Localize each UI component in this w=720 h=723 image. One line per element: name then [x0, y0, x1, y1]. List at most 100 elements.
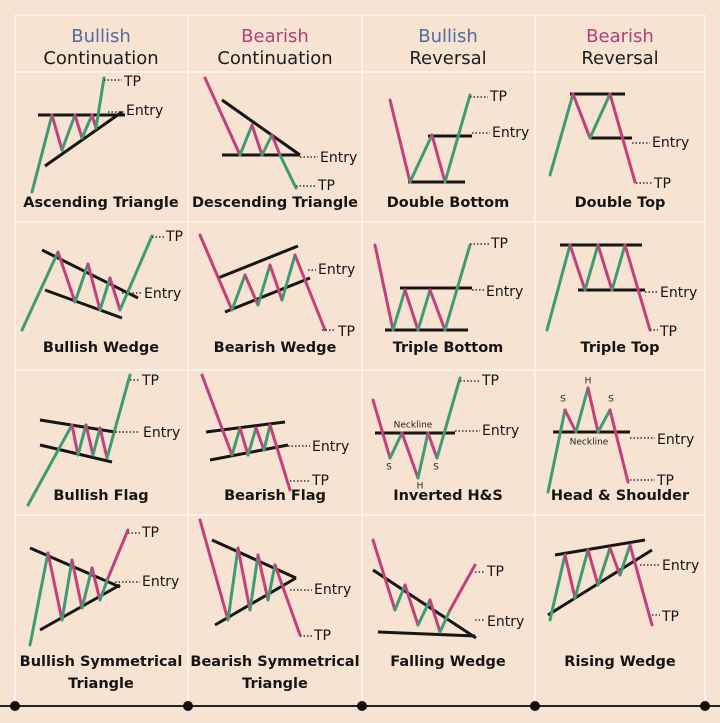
- price-segment: [230, 273, 247, 312]
- pattern-label: H: [585, 377, 592, 387]
- pattern-label: TP: [141, 373, 159, 389]
- pattern-label: Entry: [657, 432, 694, 448]
- price-segment: [628, 543, 654, 627]
- price-segment: [388, 98, 412, 184]
- level-line: [39, 443, 113, 464]
- price-segment: [273, 563, 302, 637]
- price-segment: [198, 518, 230, 622]
- pattern-name: Bullish Wedge: [43, 340, 159, 356]
- pattern-label: TP: [659, 324, 677, 340]
- price-segment: [20, 250, 60, 332]
- pattern-label: S: [433, 463, 439, 473]
- price-segment: [443, 243, 472, 332]
- header-kind: Bearish: [241, 26, 309, 47]
- pattern-name: Rising Wedge: [564, 654, 676, 670]
- price-segment: [371, 398, 392, 460]
- price-segment: [280, 253, 297, 302]
- level-line: [39, 583, 121, 632]
- price-segment: [548, 553, 567, 622]
- price-segment: [546, 408, 567, 494]
- price-segment: [416, 431, 430, 480]
- price-segment: [586, 548, 600, 587]
- pattern-name: Triangle: [68, 676, 134, 692]
- pattern-label: Entry: [312, 439, 349, 455]
- price-segment: [568, 243, 587, 292]
- pattern-label: Entry: [318, 262, 355, 278]
- price-segment: [571, 92, 592, 140]
- pattern-label: Neckline: [394, 421, 433, 431]
- price-segment: [268, 263, 284, 302]
- pattern-name: Bullish Symmetrical: [20, 654, 183, 670]
- pattern-label: TP: [123, 74, 141, 90]
- price-segment: [260, 133, 274, 157]
- price-segment: [243, 273, 260, 307]
- price-segment: [443, 93, 472, 184]
- pattern-label: TP: [165, 229, 183, 245]
- price-segment: [84, 423, 95, 457]
- price-segment: [118, 234, 154, 312]
- pattern-label: Entry: [144, 286, 181, 302]
- header-title: Reversal: [581, 48, 658, 69]
- price-segment: [56, 250, 77, 304]
- price-segment: [448, 563, 477, 612]
- pattern-label: Entry: [142, 574, 179, 590]
- price-segment: [226, 546, 240, 622]
- pattern-label: Entry: [492, 125, 529, 141]
- pattern-label: TP: [481, 373, 499, 389]
- price-segment: [371, 538, 397, 612]
- price-segment: [608, 546, 622, 577]
- level-line: [205, 420, 286, 434]
- pattern-name: Triangle: [242, 676, 308, 692]
- pattern-name: Bearish Wedge: [214, 340, 337, 356]
- level-line: [224, 276, 311, 314]
- price-segment: [596, 243, 614, 292]
- price-segment: [400, 431, 420, 480]
- dots: [10, 701, 710, 711]
- pattern-label: Entry: [482, 423, 519, 439]
- price-segment: [430, 133, 447, 184]
- pattern-label: H: [417, 482, 424, 492]
- price-segment: [86, 262, 102, 312]
- pattern-name: Bearish Symmetrical: [190, 654, 359, 670]
- pattern-name: Ascending Triangle: [23, 195, 179, 211]
- price-segment: [46, 551, 64, 622]
- price-segment: [254, 426, 266, 452]
- pattern-name: Double Top: [575, 195, 666, 211]
- pattern-label: S: [386, 463, 392, 473]
- price-segment: [293, 253, 327, 332]
- price-segment: [435, 376, 462, 460]
- price-segment: [76, 423, 88, 457]
- price-segment: [393, 583, 407, 612]
- price-segment: [388, 431, 404, 460]
- price-segment: [70, 558, 84, 610]
- price-segment: [408, 133, 434, 184]
- price-segment: [596, 408, 612, 434]
- level-line: [39, 418, 116, 434]
- pattern-label: TP: [337, 324, 355, 340]
- pattern-label: Entry: [660, 285, 697, 301]
- pattern-name: Inverted H&S: [393, 488, 503, 504]
- pattern-label: TP: [311, 473, 329, 489]
- price-segment: [428, 598, 442, 634]
- pattern-label: Entry: [314, 582, 351, 598]
- header-title: Reversal: [409, 48, 486, 69]
- price-segment: [262, 423, 272, 452]
- price-segment: [60, 113, 77, 152]
- price-segment: [80, 113, 94, 140]
- price-segment: [586, 386, 600, 434]
- pattern-name: Descending Triangle: [192, 195, 358, 211]
- price-segment: [256, 553, 270, 602]
- pattern-label: TP: [653, 176, 671, 192]
- price-segment: [618, 543, 632, 577]
- price-segment: [200, 373, 234, 457]
- price-segment: [248, 553, 260, 612]
- header-kind: Bullish: [71, 26, 131, 47]
- pattern-label: Entry: [486, 284, 523, 300]
- price-segment: [98, 426, 109, 460]
- price-segment: [416, 288, 432, 332]
- price-segment: [391, 288, 407, 332]
- price-segment: [26, 423, 74, 507]
- grid: [14, 14, 706, 705]
- pattern-label: TP: [656, 473, 674, 489]
- price-segment: [60, 558, 74, 622]
